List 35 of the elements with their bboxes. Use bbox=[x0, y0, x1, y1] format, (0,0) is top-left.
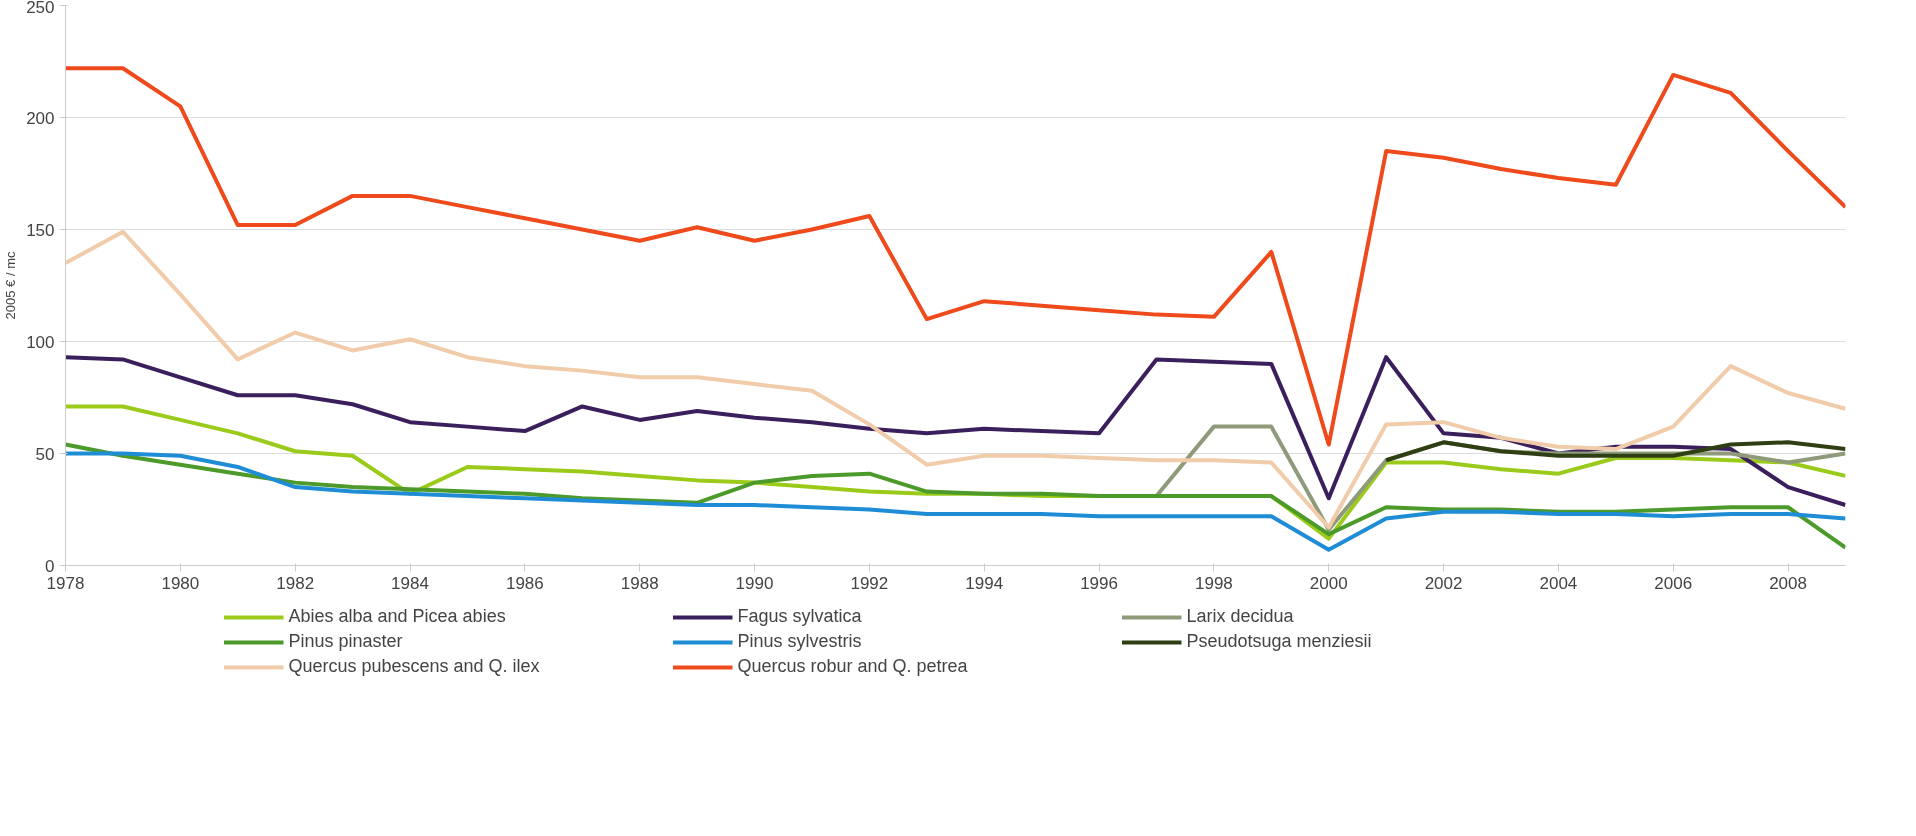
x-tick-label: 1978 bbox=[46, 573, 85, 593]
x-tick-label: 2002 bbox=[1424, 573, 1463, 593]
legend-label: Fagus sylvatica bbox=[737, 606, 863, 627]
legend-label: Larix decidua bbox=[1186, 606, 1295, 627]
x-tick-label: 1994 bbox=[965, 573, 1004, 593]
line-series bbox=[65, 355, 1846, 508]
x-tick-label: 1998 bbox=[1194, 573, 1233, 593]
x-tick-label: 1988 bbox=[620, 573, 659, 593]
legend-label: Quercus robur and Q. petrea bbox=[737, 656, 969, 677]
legend-label: Quercus pubescens and Q. ilex bbox=[288, 656, 541, 677]
x-tick-label: 1992 bbox=[850, 573, 889, 593]
x-tick-label: 2000 bbox=[1309, 573, 1348, 593]
x-tick-label: 1982 bbox=[276, 573, 315, 593]
y-tick-label: 250 bbox=[26, 0, 55, 17]
legend-label: Pinus pinaster bbox=[288, 631, 404, 652]
y-tick-label: 0 bbox=[45, 556, 55, 576]
y-axis-title: 2005 € / mc bbox=[3, 251, 19, 320]
legend-label: Pinus sylvestris bbox=[737, 631, 863, 652]
y-tick-label: 150 bbox=[26, 220, 55, 240]
x-tick-label: 2004 bbox=[1539, 573, 1578, 593]
legend-label: Pseudotsuga menziesii bbox=[1186, 631, 1373, 652]
x-tick-label: 2008 bbox=[1769, 573, 1807, 593]
x-tick-label: 1986 bbox=[505, 573, 544, 593]
line-series bbox=[65, 66, 1846, 447]
x-tick-label: 1996 bbox=[1080, 573, 1118, 593]
x-tick-label: 1990 bbox=[735, 573, 774, 593]
y-tick-label: 200 bbox=[26, 108, 55, 128]
x-tick-label: 1984 bbox=[391, 573, 429, 593]
legend-label: Abies alba and Picea abies bbox=[288, 606, 507, 627]
line-series bbox=[1384, 440, 1846, 463]
x-tick-label: 1980 bbox=[161, 573, 200, 593]
y-tick-label: 100 bbox=[26, 332, 55, 352]
x-tick-label: 2006 bbox=[1654, 573, 1693, 593]
line-series bbox=[65, 229, 1846, 530]
y-tick-label: 50 bbox=[35, 444, 55, 464]
